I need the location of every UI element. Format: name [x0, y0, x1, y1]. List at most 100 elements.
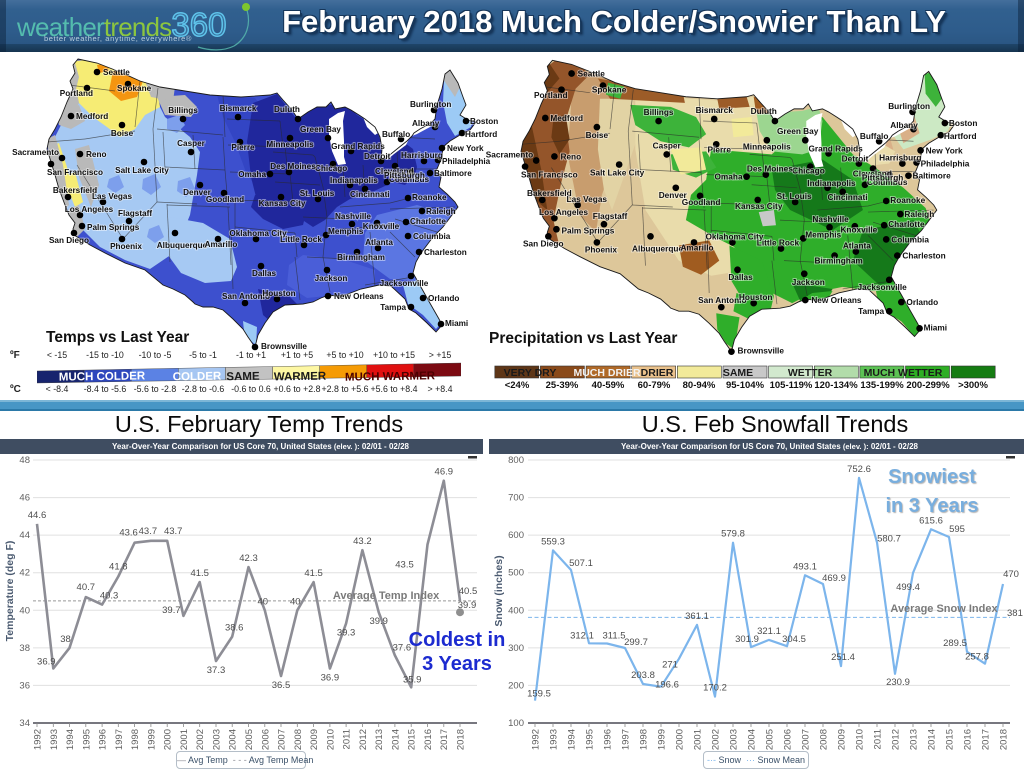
svg-text:WARMER: WARMER [274, 371, 327, 384]
svg-text:Raleigh: Raleigh [904, 209, 934, 219]
svg-text:36: 36 [19, 680, 30, 691]
svg-text:289.5: 289.5 [943, 638, 967, 649]
svg-text:2010: 2010 [325, 729, 336, 750]
svg-text:Billings: Billings [644, 107, 674, 117]
svg-text:SAME: SAME [226, 371, 260, 384]
svg-text:2014: 2014 [927, 729, 938, 750]
svg-text:Grand Rapids: Grand Rapids [808, 143, 863, 153]
svg-text:Oklahoma City: Oklahoma City [229, 229, 287, 238]
svg-text:Charleston: Charleston [902, 251, 945, 261]
svg-text:2010: 2010 [855, 729, 866, 750]
svg-text:304.5: 304.5 [782, 634, 806, 645]
svg-text:Burlington: Burlington [410, 100, 451, 109]
svg-text:Indianapolis: Indianapolis [330, 176, 378, 185]
svg-text:Boston: Boston [470, 117, 498, 126]
svg-text:2015: 2015 [945, 729, 956, 750]
svg-text:2014: 2014 [390, 729, 401, 750]
svg-text:Orlando: Orlando [906, 297, 938, 307]
svg-text:Boise: Boise [111, 129, 134, 138]
svg-text:1995: 1995 [585, 729, 596, 750]
svg-text:600: 600 [508, 530, 524, 541]
svg-text:470: 470 [1003, 569, 1019, 580]
svg-text:Cleveland: Cleveland [853, 169, 892, 179]
svg-text:251.4: 251.4 [831, 652, 855, 663]
svg-text:Sacramento: Sacramento [12, 148, 59, 157]
svg-text:San Antonio: San Antonio [222, 292, 270, 301]
svg-text:New Orleans: New Orleans [334, 292, 384, 301]
svg-text:Houston: Houston [262, 289, 295, 298]
svg-text:Average Snow Index: Average Snow Index [890, 603, 998, 615]
svg-text:Little Rock: Little Rock [280, 235, 322, 244]
svg-text:Bakersfield: Bakersfield [527, 188, 572, 198]
svg-text:615.6: 615.6 [919, 515, 943, 526]
svg-text:MUCH WARMER: MUCH WARMER [345, 370, 436, 383]
svg-text:43.7: 43.7 [164, 526, 183, 537]
svg-text:38.6: 38.6 [225, 623, 244, 634]
svg-text:2002: 2002 [711, 729, 722, 750]
svg-text:St. Louis: St. Louis [300, 189, 335, 198]
svg-text:Detroit: Detroit [842, 153, 869, 163]
svg-text:Pittsburgh: Pittsburgh [384, 171, 425, 180]
svg-text:Philadelphia: Philadelphia [442, 157, 491, 166]
svg-text:35.9: 35.9 [403, 674, 422, 685]
svg-text:Reno: Reno [560, 151, 581, 161]
svg-text:Memphis: Memphis [805, 229, 841, 239]
svg-text:Billings: Billings [168, 106, 198, 115]
svg-text:42.3: 42.3 [239, 553, 258, 564]
svg-text:196.6: 196.6 [655, 680, 679, 691]
svg-text:Miami: Miami [445, 319, 468, 328]
svg-text:San Francisco: San Francisco [521, 170, 578, 180]
svg-text:Tampa: Tampa [858, 306, 884, 316]
svg-text:43.7: 43.7 [139, 526, 158, 537]
svg-text:Las Vegas: Las Vegas [92, 192, 132, 201]
svg-text:559.3: 559.3 [541, 536, 565, 547]
svg-text:100: 100 [508, 718, 524, 729]
svg-text:Snow (inches): Snow (inches) [493, 555, 505, 626]
svg-text:Little Rock: Little Rock [757, 237, 800, 247]
svg-text:1992: 1992 [33, 729, 44, 750]
svg-text:Birmingham: Birmingham [814, 256, 862, 266]
svg-text:Orlando: Orlando [428, 294, 459, 303]
svg-text:Portland: Portland [534, 90, 568, 100]
svg-text:Nashville: Nashville [335, 212, 371, 221]
svg-text:Pierre: Pierre [231, 143, 255, 152]
svg-text:41.8: 41.8 [109, 562, 128, 573]
svg-text:39.3: 39.3 [337, 627, 356, 638]
svg-text:2009: 2009 [309, 729, 320, 750]
svg-text:Oklahoma City: Oklahoma City [705, 231, 763, 241]
svg-text:Goodland: Goodland [682, 197, 721, 207]
svg-text:361.1: 361.1 [685, 611, 709, 622]
svg-text:Harrisburg: Harrisburg [401, 151, 443, 160]
svg-text:Indianapolis: Indianapolis [807, 178, 856, 188]
svg-text:Atlanta: Atlanta [365, 238, 393, 247]
svg-text:Des Moines: Des Moines [747, 164, 793, 174]
svg-text:40.7: 40.7 [77, 582, 96, 593]
svg-text:Detroit: Detroit [364, 152, 391, 161]
svg-text:Phoenix: Phoenix [585, 245, 618, 255]
svg-text:321.1: 321.1 [757, 626, 781, 637]
svg-text:1997: 1997 [621, 729, 632, 750]
svg-text:Bakersfield: Bakersfield [53, 186, 97, 195]
svg-text:2003: 2003 [729, 729, 740, 750]
svg-text:Hartford: Hartford [465, 130, 497, 139]
svg-text:2015: 2015 [407, 729, 418, 750]
svg-text:40: 40 [258, 596, 269, 607]
svg-text:2000: 2000 [163, 729, 174, 750]
svg-text:2000: 2000 [675, 729, 686, 750]
svg-text:271: 271 [662, 660, 678, 671]
svg-text:46: 46 [19, 493, 30, 504]
svg-text:48: 48 [19, 455, 30, 466]
svg-text:311.5: 311.5 [602, 631, 625, 642]
svg-text:39.7: 39.7 [162, 605, 181, 616]
svg-text:Los Angeles: Los Angeles [65, 205, 114, 214]
svg-text:37.6: 37.6 [393, 642, 412, 653]
svg-text:DRIER: DRIER [641, 367, 674, 379]
svg-text:Duluth: Duluth [274, 105, 300, 114]
svg-text:Dallas: Dallas [728, 272, 753, 282]
svg-text:Jackson: Jackson [315, 274, 348, 283]
svg-text:Roanoke: Roanoke [412, 193, 447, 202]
svg-text:381: 381 [1007, 608, 1023, 619]
svg-text:40: 40 [19, 605, 30, 616]
svg-text:MUCH WETTER: MUCH WETTER [864, 367, 943, 379]
svg-text:Bismarck: Bismarck [696, 105, 734, 115]
